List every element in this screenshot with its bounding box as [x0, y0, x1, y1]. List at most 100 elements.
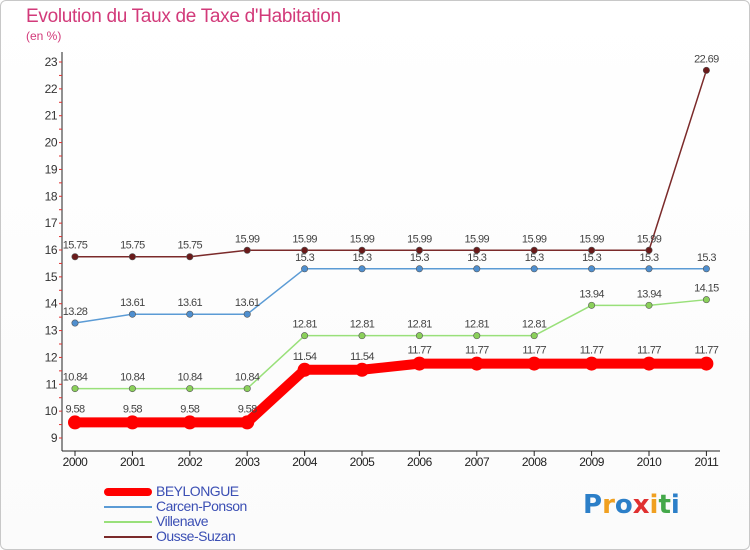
- data-label: 15.99: [350, 233, 375, 245]
- data-label: 11.77: [465, 345, 489, 357]
- data-point: [71, 385, 79, 393]
- data-point: [186, 253, 194, 261]
- data-label: 11.77: [695, 345, 719, 357]
- data-label: 15.3: [639, 252, 658, 264]
- x-tick-label: 2003: [235, 455, 261, 469]
- x-tick-label: 2006: [407, 455, 433, 469]
- data-point: [645, 265, 653, 273]
- x-tick-label: 2001: [120, 455, 146, 469]
- data-point: [530, 332, 538, 340]
- data-label: 15.3: [410, 252, 429, 264]
- data-point: [588, 301, 596, 309]
- data-point: [588, 246, 596, 254]
- x-tick-label: 2004: [292, 455, 318, 469]
- data-point: [243, 246, 251, 254]
- logo-letter: r: [602, 490, 615, 520]
- data-label: 15.99: [292, 233, 317, 245]
- data-label: 13.61: [120, 297, 145, 309]
- data-label: 13.61: [178, 297, 203, 309]
- data-point: [415, 265, 423, 273]
- data-label: 15.75: [120, 240, 145, 252]
- data-label: 10.84: [120, 372, 145, 384]
- logo-letter: t: [658, 490, 671, 520]
- data-point: [297, 362, 312, 377]
- data-point: [645, 301, 653, 309]
- x-tick-label: 2007: [464, 455, 490, 469]
- data-label: 15.3: [352, 252, 371, 264]
- logo-letter: i: [670, 490, 680, 520]
- data-point: [128, 310, 136, 318]
- data-point: [527, 356, 542, 371]
- data-label: 15.3: [525, 252, 544, 264]
- data-label: 22.69: [694, 53, 719, 65]
- data-point: [699, 356, 714, 371]
- data-point: [588, 265, 596, 273]
- data-point: [473, 246, 481, 254]
- data-label: 11.77: [408, 345, 432, 357]
- data-point: [186, 385, 194, 393]
- data-point: [128, 253, 136, 261]
- logo-letter: x: [632, 490, 650, 520]
- data-point: [125, 415, 140, 430]
- legend-swatch: [104, 506, 152, 508]
- y-tick-label: 13: [45, 324, 58, 338]
- data-point: [415, 332, 423, 340]
- logo-letter: i: [649, 490, 659, 520]
- proxiti-logo: Proxiti: [583, 490, 680, 520]
- data-label: 15.3: [697, 252, 716, 264]
- data-label: 11.54: [293, 351, 317, 363]
- y-tick-label: 22: [45, 82, 58, 96]
- y-tick-label: 9: [51, 431, 58, 445]
- x-tick-label: 2002: [177, 455, 203, 469]
- data-label: 10.84: [178, 372, 203, 384]
- data-point: [584, 356, 599, 371]
- y-tick-label: 23: [45, 55, 58, 69]
- y-tick-label: 18: [45, 189, 58, 203]
- data-label: 9.58: [123, 403, 142, 415]
- y-tick-label: 15: [45, 270, 58, 284]
- data-point: [415, 246, 423, 254]
- data-label: 12.81: [407, 319, 432, 331]
- logo-letter: P: [583, 490, 603, 520]
- data-point: [243, 385, 251, 393]
- x-tick-label: 2000: [63, 455, 89, 469]
- data-label: 12.81: [292, 319, 317, 331]
- data-point: [702, 66, 710, 74]
- chart-unit-label: (en %): [26, 29, 62, 43]
- data-point: [355, 362, 369, 377]
- data-point: [240, 415, 255, 430]
- data-point: [358, 265, 366, 273]
- x-tick-label: 2005: [350, 455, 376, 469]
- data-label: 13.61: [235, 297, 260, 309]
- x-tick-label: 2008: [522, 455, 548, 469]
- data-label: 9.58: [65, 403, 84, 415]
- y-tick-label: 16: [45, 243, 58, 257]
- y-tick-label: 14: [45, 297, 58, 311]
- data-point: [301, 246, 309, 254]
- data-label: 15.3: [582, 252, 601, 264]
- data-point: [642, 356, 656, 371]
- logo-letter: o: [614, 490, 633, 520]
- data-point: [702, 265, 710, 273]
- data-point: [473, 265, 481, 273]
- data-label: 15.75: [178, 240, 203, 252]
- y-tick-label: 20: [45, 136, 58, 150]
- data-label: 11.77: [580, 345, 604, 357]
- data-point: [186, 310, 194, 318]
- data-label: 9.58: [180, 403, 199, 415]
- data-point: [702, 296, 710, 304]
- data-label: 15.3: [295, 252, 314, 264]
- data-label: 15.75: [63, 240, 88, 252]
- data-point: [358, 246, 366, 254]
- data-point: [301, 265, 309, 273]
- data-point: [68, 415, 82, 430]
- legend-swatch: [104, 536, 152, 538]
- chart-title: Evolution du Taux de Taxe d'Habitation: [26, 6, 341, 27]
- y-tick-label: 21: [45, 109, 58, 123]
- data-point: [128, 385, 136, 393]
- data-label: 15.99: [579, 233, 604, 245]
- data-label: 15.99: [522, 233, 547, 245]
- data-label: 11.77: [522, 345, 546, 357]
- data-label: 15.99: [407, 233, 432, 245]
